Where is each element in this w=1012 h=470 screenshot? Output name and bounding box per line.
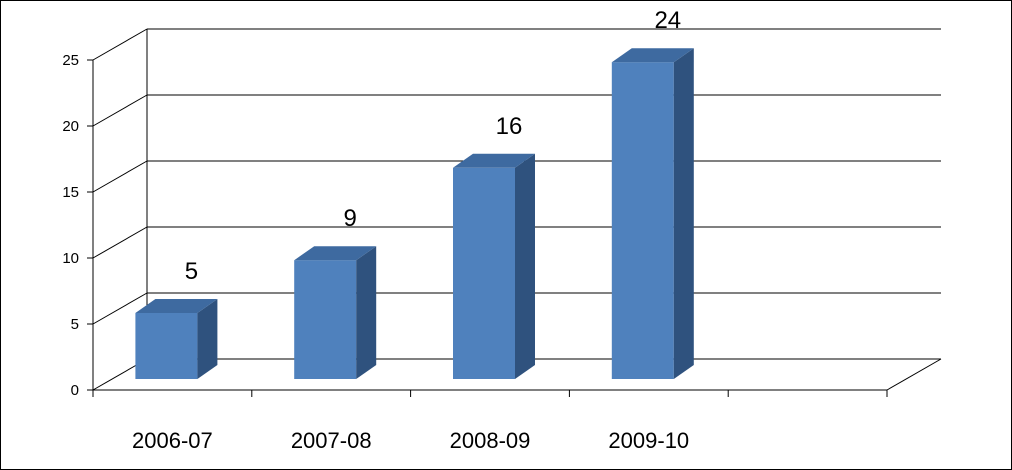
gridline-side — [92, 226, 148, 259]
gridline-side — [92, 94, 148, 127]
bar-top-2006-07 — [135, 299, 218, 313]
bar-top-2009-10 — [611, 48, 694, 63]
gridline-side — [92, 160, 148, 193]
data-label-2008-09: 16 — [496, 113, 523, 140]
y-tick-label: 10 — [62, 250, 79, 267]
data-label-2007-08: 9 — [344, 205, 357, 232]
bar-side-2009-10 — [673, 48, 694, 379]
y-tick-label: 0 — [71, 382, 79, 399]
x-tick-label: 2008-09 — [450, 428, 531, 453]
bar-2009-10 — [611, 62, 674, 379]
data-label-2006-07: 5 — [185, 258, 198, 285]
bar-side-2008-09 — [515, 153, 535, 379]
data-label-2009-10: 24 — [654, 7, 681, 34]
bar-2007-08 — [294, 260, 357, 379]
bar-2008-09 — [453, 167, 515, 379]
gridline-side — [92, 292, 148, 325]
bar-top-2008-09 — [453, 153, 535, 168]
x-tick-label: 2007-08 — [291, 428, 372, 453]
bar-2006-07 — [135, 313, 198, 379]
y-tick-label: 5 — [71, 316, 79, 333]
bar-side-2006-07 — [197, 299, 218, 379]
y-tick-label: 25 — [62, 52, 79, 69]
bar-side-2007-08 — [356, 246, 377, 379]
bar-top-2007-08 — [294, 246, 377, 261]
floor-edge — [886, 358, 942, 391]
y-tick-label: 20 — [62, 118, 79, 135]
x-tick-label: 2006-07 — [132, 428, 213, 453]
x-tick-label: 2009-10 — [608, 428, 689, 453]
y-tick-label: 15 — [62, 184, 79, 201]
gridline-side — [92, 28, 148, 61]
